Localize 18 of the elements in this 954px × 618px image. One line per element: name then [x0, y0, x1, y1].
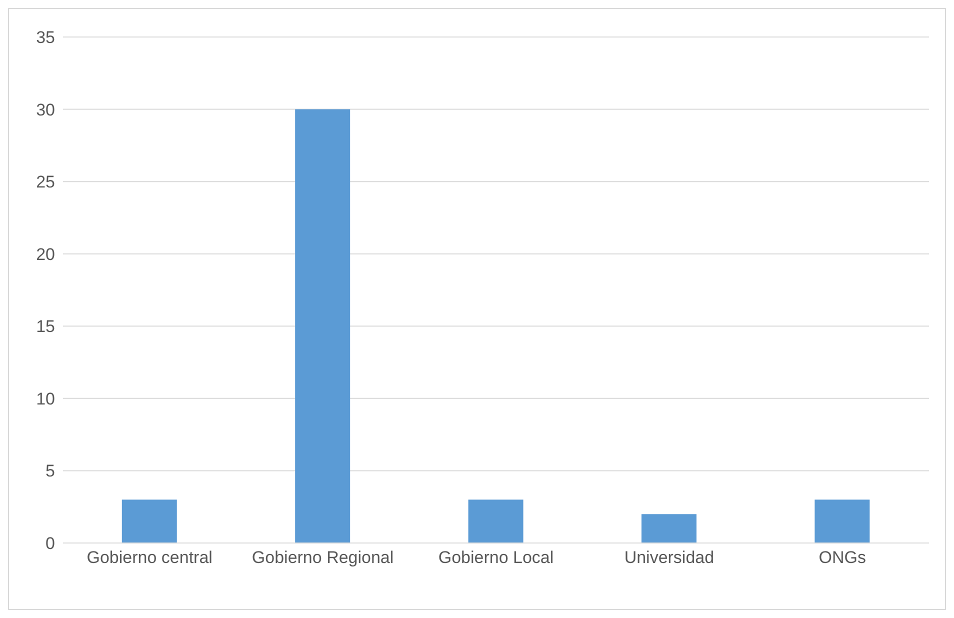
x-tick-label: Universidad	[624, 548, 714, 568]
y-tick-label: 35	[36, 28, 55, 48]
y-tick-label: 30	[36, 100, 55, 120]
y-tick-label: 5	[46, 462, 55, 481]
bar	[122, 500, 177, 543]
bar	[468, 500, 524, 543]
x-tick-label: Gobierno Regional	[252, 548, 394, 568]
y-tick-label: 15	[36, 317, 55, 336]
bar	[814, 500, 870, 543]
y-tick-label: 10	[36, 389, 55, 408]
y-tick-label: 25	[36, 172, 55, 192]
x-tick-label: ONGs	[818, 548, 866, 568]
y-tick-label: 20	[36, 244, 55, 264]
x-tick-label: Gobierno central	[86, 548, 212, 568]
bar	[641, 514, 696, 543]
bar	[295, 109, 350, 543]
y-tick-label: 0	[46, 534, 55, 554]
x-tick-label: Gobierno Local	[438, 548, 554, 568]
